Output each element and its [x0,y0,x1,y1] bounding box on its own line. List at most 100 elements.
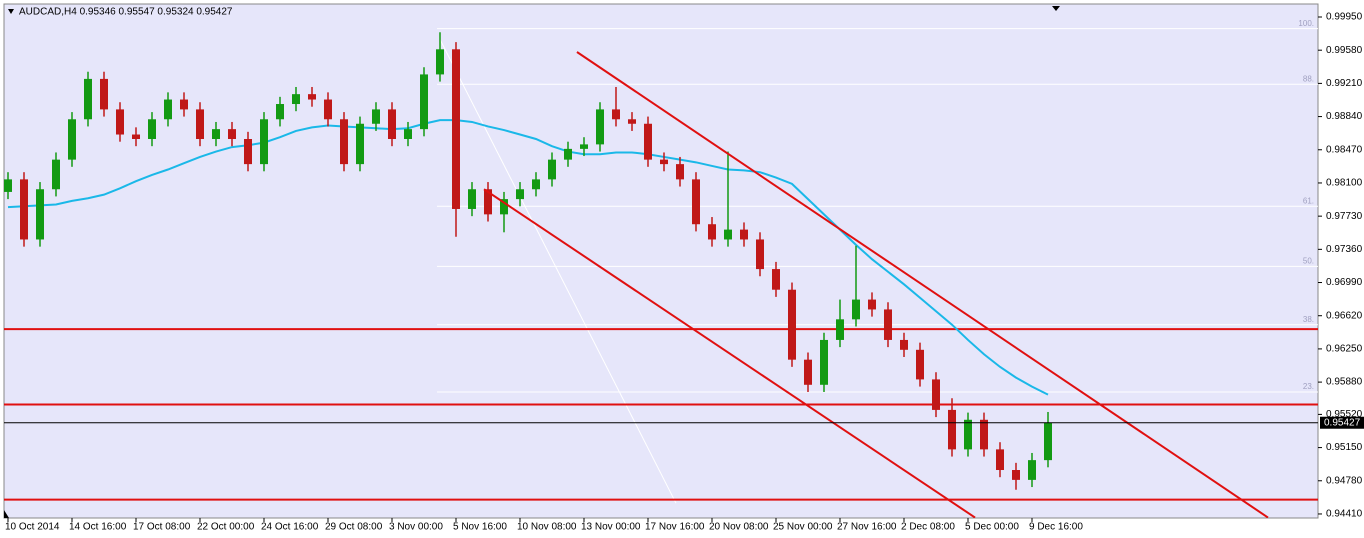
y-tick-label: 0.95520 [1326,409,1363,420]
candle-body [724,229,732,240]
y-tick-label: 0.99580 [1326,45,1363,56]
candle-body [868,299,876,310]
candle-body [20,179,28,240]
fib-label: 100. [1298,19,1314,28]
price-tag-label: 0.95427 [1324,417,1361,428]
candle-body [356,123,364,165]
candle-body [148,119,156,140]
x-tick-label: 25 Nov 00:00 [773,522,833,533]
x-tick-label: 27 Nov 16:00 [837,522,897,533]
shift-marker [1052,6,1060,11]
candle-body [308,94,316,100]
candle-body [388,109,396,140]
candle-body [244,139,252,165]
y-tick-label: 0.98840 [1326,111,1363,122]
candle-body [964,419,972,450]
candle-body [164,99,172,120]
candle-body [212,129,220,140]
candle-body [372,109,380,124]
x-tick-label: 9 Dec 16:00 [1029,522,1083,533]
candle-body [100,78,108,110]
y-tick-label: 0.96250 [1326,344,1363,355]
plot: 100. 88. 61. 50. 38. 23. [4,19,1318,518]
candle-body [228,129,236,140]
candle-body [628,119,636,124]
candle-body [772,269,780,290]
candle-body [116,109,124,135]
y-tick-label: 0.94780 [1326,475,1363,486]
fib-label: 88. [1303,74,1314,83]
candle-body [916,349,924,380]
candle-body [196,109,204,140]
candle-body [596,109,604,145]
candle-body [260,119,268,165]
y-tick-label: 0.99210 [1326,78,1363,89]
candle-body [532,179,540,190]
candle-body [132,134,140,140]
candle-body [564,148,572,160]
trend-line [576,51,1269,518]
candle-body [820,339,828,385]
y-tick-label: 0.98470 [1326,144,1363,155]
trend-line [483,188,976,518]
candle-body [36,189,44,240]
candle-body [756,239,764,270]
candle-body [324,99,332,120]
candle-body [660,159,668,165]
x-tick-label: 24 Oct 16:00 [261,522,319,533]
fib-label: 23. [1303,382,1314,391]
candle-body [708,224,716,240]
x-tick-label: 5 Dec 00:00 [965,522,1019,533]
candle-body [788,289,796,360]
x-tick-label: 20 Nov 08:00 [709,522,769,533]
y-tick-label: 0.97730 [1326,211,1363,222]
candle-body [516,189,524,200]
y-tick-label: 0.95150 [1326,442,1363,453]
y-tick-label: 0.96990 [1326,277,1363,288]
candle-body [292,94,300,105]
price-tag [1320,416,1364,429]
x-tick-label: 17 Nov 16:00 [645,522,705,533]
x-tick-label: 5 Nov 16:00 [453,522,507,533]
fib-label: 50. [1303,256,1314,265]
candle-body [692,179,700,225]
plot-area [3,3,1319,519]
y-tick-label: 0.94410 [1326,509,1363,520]
x-tick-label: 22 Oct 00:00 [197,522,255,533]
candle-body [452,49,460,209]
candle-body [804,359,812,385]
x-tick-label: 10 Nov 08:00 [517,522,577,533]
x-tick-label: 3 Nov 00:00 [389,522,443,533]
y-tick-label: 0.97360 [1326,244,1363,255]
candle-body [740,229,748,240]
candle-body [676,164,684,180]
candle-body [836,319,844,340]
moving-average [7,119,1049,396]
candle-body [996,449,1004,471]
candle-body [340,119,348,165]
candle-body [484,189,492,215]
candle-body [52,159,60,190]
fib-line [439,39,677,504]
candle-body [404,129,412,140]
candle-body [468,189,476,209]
menu-arrow[interactable] [8,9,14,14]
candle-body [180,99,188,110]
candle-body [84,78,92,120]
candle-body [980,419,988,450]
candle-body [436,49,444,75]
y-tick-label: 0.96620 [1326,310,1363,321]
candle-body [884,309,892,340]
candle-body [500,199,508,215]
candle-body [1044,422,1052,461]
y-tick-label: 0.98100 [1326,178,1363,189]
candle-body [420,74,428,130]
candle-body [580,144,588,149]
candle-body [548,159,556,180]
corner-marker [4,510,9,518]
candle-body [900,339,908,350]
candle-body [1012,470,1020,480]
candle-body [68,119,76,160]
candle-body [852,299,860,320]
